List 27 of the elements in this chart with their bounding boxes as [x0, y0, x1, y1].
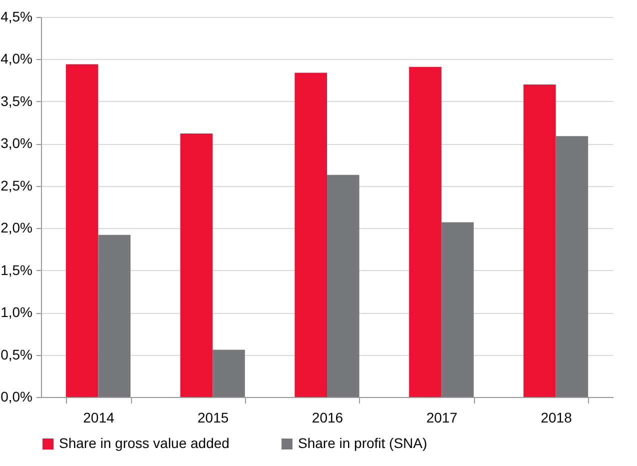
y-tick-label: 1,0% [0, 304, 32, 320]
y-tick-label: 4,0% [0, 50, 32, 67]
y-tick-label: 2,0% [0, 220, 32, 236]
y-tick-label: 2,5% [0, 177, 32, 194]
bar [180, 134, 213, 397]
x-tick-label: 2015 [198, 410, 229, 426]
bar [327, 174, 360, 397]
x-tick-label: 2018 [540, 410, 572, 426]
y-tick-label: 0,5% [0, 346, 32, 362]
y-tick-label: 3,5% [0, 92, 32, 109]
bar [409, 66, 442, 397]
y-tick-label: 4,5% [0, 8, 32, 24]
bar [98, 234, 131, 397]
bar [212, 350, 245, 397]
bar [556, 136, 588, 397]
x-tick-label: 2014 [83, 410, 114, 426]
x-tick-label: 2016 [312, 410, 344, 426]
bar [523, 84, 556, 397]
bar [66, 64, 98, 397]
legend-label: Share in gross value added [59, 435, 230, 451]
bar [294, 72, 327, 397]
y-tick-label: 1,5% [0, 262, 32, 278]
legend-label: Share in profit (SNA) [298, 435, 428, 451]
bar [441, 222, 474, 397]
x-tick-label: 2017 [426, 410, 458, 426]
y-tick-label: 3,0% [0, 135, 32, 152]
y-tick-label: 0,0% [0, 388, 32, 404]
